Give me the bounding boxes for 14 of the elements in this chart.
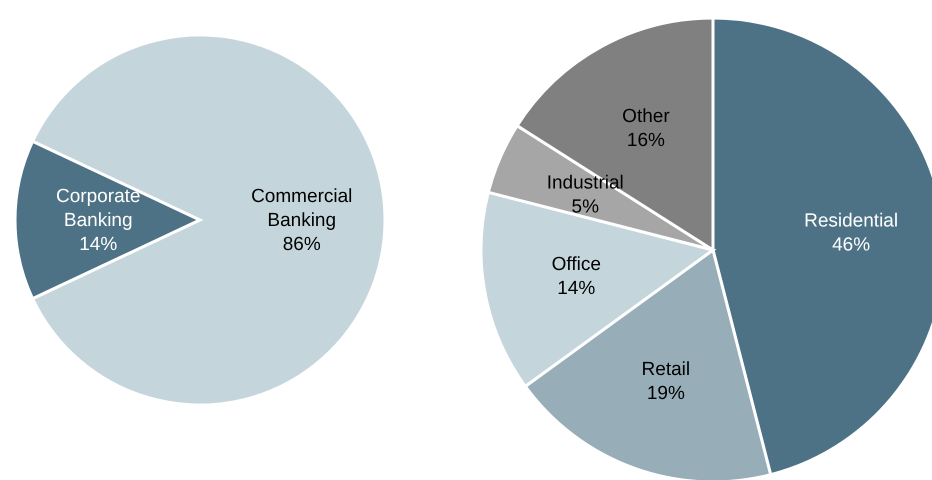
data-label: 5% bbox=[572, 196, 600, 218]
data-label: 14% bbox=[557, 278, 596, 299]
slice-label: Office bbox=[552, 254, 601, 275]
slice-label: Retail bbox=[642, 358, 690, 380]
data-label: 46% bbox=[832, 234, 870, 256]
slice-label: Industrial bbox=[546, 172, 624, 194]
data-label: 19% bbox=[646, 382, 685, 404]
slice-label: Residential bbox=[804, 210, 898, 232]
data-label: 86% bbox=[282, 234, 321, 254]
slice-label: Commercial Banking bbox=[251, 186, 352, 230]
slice-label: Corporate Banking bbox=[56, 186, 140, 230]
data-label: 16% bbox=[626, 130, 666, 151]
slice-label: Other bbox=[622, 106, 670, 127]
data-label: 14% bbox=[79, 234, 118, 254]
